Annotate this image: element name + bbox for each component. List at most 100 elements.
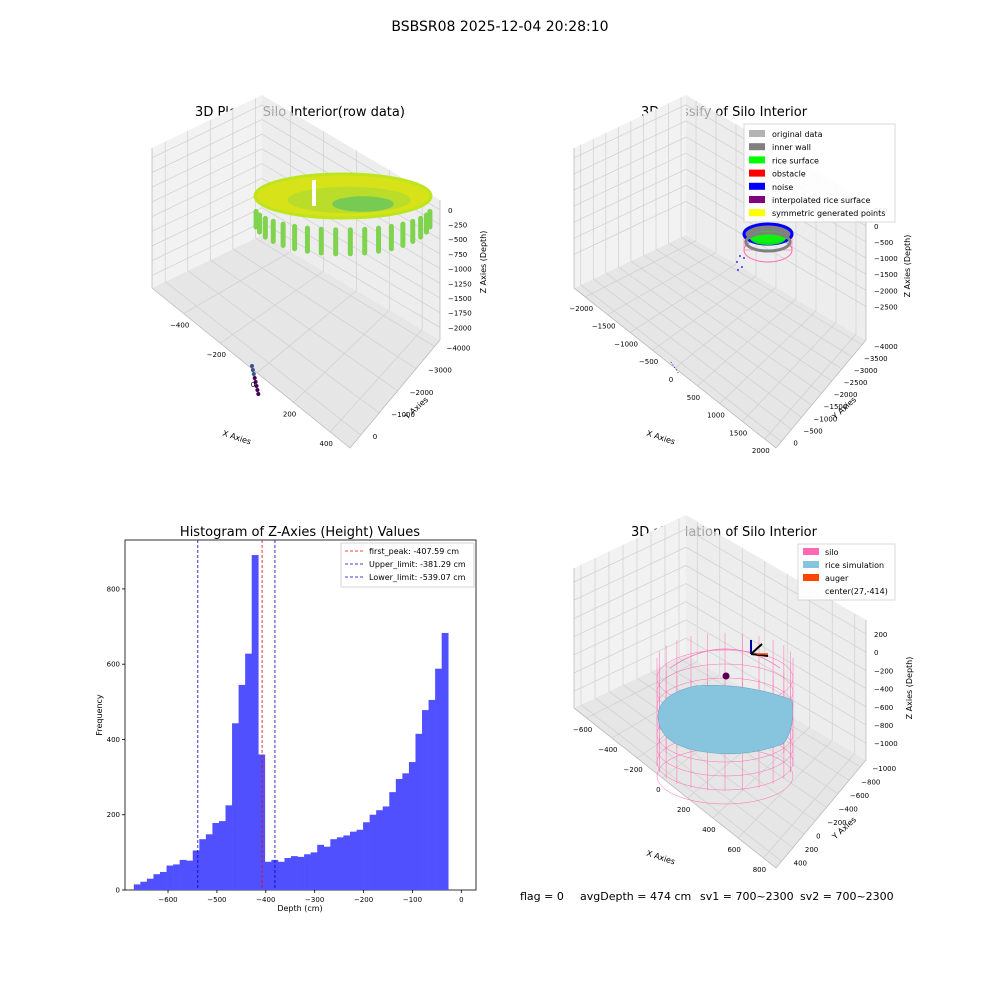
histogram-bar [408, 762, 416, 890]
histogram-bar [186, 860, 194, 890]
silo-roof-line [669, 648, 781, 669]
histogram-y-tick: 200 [107, 811, 120, 819]
p1-x-tick: 400 [320, 440, 333, 448]
p4-z-tick: −400 [874, 686, 893, 694]
p1-y-tick: −1000 [391, 411, 415, 419]
p2-front-edge [573, 287, 867, 449]
histogram-bar [192, 850, 200, 890]
histogram-bar [212, 823, 220, 890]
p1-xgrid [220, 270, 324, 344]
p1-back-left-pane [152, 95, 262, 288]
histogram-x-tick: −400 [256, 896, 275, 904]
p4-y-tick: 400 [794, 859, 807, 867]
p4-zgrid [573, 601, 867, 708]
histogram-bar [199, 839, 207, 890]
raw-data-outlier-point [250, 364, 254, 368]
footer-flag: flag = 0 [520, 890, 564, 903]
p1-x-tick: −200 [207, 351, 226, 359]
histogram-legend: first_peak: -407.59 cm Upper_limit: -381.… [340, 542, 475, 588]
raw-data-outlier-point [251, 372, 256, 376]
p4-y-tick: 200 [805, 846, 818, 854]
panel-classify-xlabel: X Axies [645, 429, 676, 447]
p1-ygrid [187, 270, 380, 414]
footer-avg-depth: avgDepth = 474 cm [580, 890, 691, 903]
p4-z-tick: −1000 [874, 740, 898, 748]
histogram-bar [291, 856, 298, 890]
p2-z-tick: −1000 [874, 255, 898, 263]
classify-noise-point [736, 261, 738, 263]
p2-xgrid [585, 240, 697, 298]
p2-y-tick: −2000 [834, 391, 858, 399]
histogram-vlines [197, 540, 276, 890]
histogram-bar [441, 632, 449, 890]
p1-xgrid [329, 329, 423, 433]
raw-data-outlier-point [254, 384, 259, 388]
raw-data-center-surface [332, 196, 394, 212]
p1-x-tick: 200 [283, 410, 296, 418]
histogram-bar [297, 856, 305, 890]
histogram-bar [166, 865, 174, 890]
histogram-bar [179, 859, 187, 890]
classify-legend-swatch [749, 209, 765, 217]
histogram-bars [133, 555, 449, 890]
raw-data-outlier-point [250, 368, 255, 372]
p4-z-tick: −600 [874, 704, 893, 712]
p1-ygrid [232, 248, 417, 369]
p4-xgrid [763, 753, 856, 859]
histogram-bar [356, 829, 364, 890]
histogram-bar [369, 814, 377, 890]
p2-ygrid [680, 237, 863, 346]
histogram-bar [336, 837, 344, 890]
panel-simulation-zlabel: Z Axies (Depth) [905, 657, 914, 720]
p1-z-tick: −750 [448, 251, 467, 259]
histogram-bar [146, 878, 154, 890]
p1-zgrid [151, 207, 441, 314]
classify-legend-frame [743, 123, 896, 223]
classify-legend-label: rice surface [772, 156, 819, 165]
histogram-bar [317, 844, 325, 890]
histogram-legend-label: first_peak: -407.59 cm [369, 547, 459, 556]
raw-data-outlier-point [253, 380, 258, 384]
simulation-legend-label: silo [825, 548, 839, 557]
histogram-bar [435, 668, 442, 890]
panel-classify: 3D classify of Silo Interior −2000−1500−… [569, 95, 912, 455]
histogram-bar [304, 854, 311, 890]
p2-y-tick: −2500 [844, 379, 868, 387]
histogram-legend-label: Lower_limit: -539.07 cm [369, 573, 466, 582]
p1-z-tick: −500 [448, 236, 467, 244]
classify-legend-swatch [749, 130, 765, 137]
p4-x-tick: 0 [656, 786, 660, 794]
figure-suptitle: BSBSR08 2025-12-04 20:28:10 [391, 19, 608, 35]
classify-noise-trace [670, 361, 680, 375]
p4-y-tick: −600 [850, 792, 869, 800]
p4-y-tick: −800 [861, 778, 880, 786]
histogram-bar [395, 778, 403, 890]
histogram-bar [251, 555, 259, 890]
p2-xgrid [742, 322, 837, 422]
panel-raw-data-ylabel: Y Axies [402, 395, 430, 422]
classify-legend-swatch [749, 196, 765, 203]
p2-xgrid [719, 310, 817, 404]
simulation-legend-swatch [803, 561, 819, 568]
histogram-bar [389, 792, 397, 890]
histogram-ylabel: Frequency [95, 694, 104, 736]
panel-histogram: Histogram of Z-Axies (Height) Values −60… [95, 525, 477, 913]
p1-xgrid [256, 290, 357, 374]
classify-legend-label: original data [772, 130, 823, 139]
histogram-xlabel: Depth (cm) [277, 904, 322, 913]
histogram-bar [284, 858, 292, 890]
simulation-legend-label: rice simulation [825, 561, 884, 570]
classify-legend-swatch [749, 143, 765, 151]
p1-x-tick: −400 [170, 322, 189, 330]
p2-z-tick: −2500 [874, 303, 898, 311]
p2-xgrid [697, 298, 797, 387]
histogram-x-tick: −100 [403, 896, 422, 904]
p2-ygrid [655, 248, 843, 370]
p2-z-tick: −500 [874, 239, 893, 247]
classify-legend-swatch [749, 182, 765, 190]
p1-xgrid [293, 309, 390, 403]
histogram-bar [245, 653, 253, 890]
histogram-legend-frame [340, 542, 475, 588]
p2-ygrid [580, 284, 782, 442]
p1-zgrid [151, 148, 441, 255]
